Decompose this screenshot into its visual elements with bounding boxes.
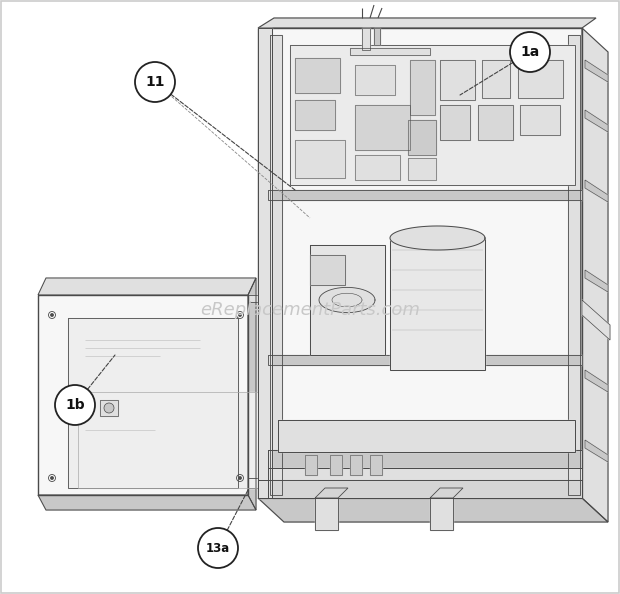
Polygon shape — [290, 45, 575, 185]
Polygon shape — [258, 18, 596, 28]
Circle shape — [239, 314, 241, 316]
Polygon shape — [440, 60, 475, 100]
Polygon shape — [38, 495, 256, 510]
Polygon shape — [585, 180, 608, 202]
Polygon shape — [268, 468, 582, 498]
Polygon shape — [430, 488, 463, 498]
Polygon shape — [248, 295, 270, 302]
Polygon shape — [38, 295, 248, 495]
Text: 13a: 13a — [206, 542, 230, 555]
Polygon shape — [430, 498, 453, 530]
Polygon shape — [100, 400, 118, 416]
Polygon shape — [305, 455, 317, 475]
Polygon shape — [408, 120, 436, 155]
Text: eReplacementParts.com: eReplacementParts.com — [200, 301, 420, 319]
Polygon shape — [355, 105, 410, 150]
Circle shape — [104, 403, 114, 413]
Polygon shape — [258, 28, 272, 498]
Polygon shape — [568, 35, 580, 495]
Polygon shape — [585, 370, 608, 392]
Polygon shape — [362, 28, 370, 50]
Polygon shape — [68, 318, 238, 488]
Polygon shape — [268, 355, 582, 365]
Polygon shape — [478, 105, 513, 140]
Circle shape — [51, 314, 53, 316]
Polygon shape — [482, 60, 510, 98]
Circle shape — [239, 477, 241, 479]
Polygon shape — [585, 440, 608, 462]
Polygon shape — [278, 420, 575, 452]
Circle shape — [51, 477, 53, 479]
Polygon shape — [258, 28, 582, 498]
Circle shape — [55, 385, 95, 425]
Polygon shape — [355, 155, 400, 180]
Polygon shape — [355, 65, 395, 95]
Circle shape — [198, 528, 238, 568]
Polygon shape — [78, 392, 258, 488]
Polygon shape — [370, 455, 382, 475]
Polygon shape — [440, 105, 470, 140]
Polygon shape — [390, 238, 485, 370]
Polygon shape — [295, 140, 345, 178]
Polygon shape — [315, 498, 338, 530]
Polygon shape — [310, 255, 345, 285]
Polygon shape — [258, 480, 582, 498]
Polygon shape — [585, 110, 608, 132]
Text: 11: 11 — [145, 75, 165, 89]
Polygon shape — [268, 450, 582, 468]
Polygon shape — [248, 478, 270, 488]
Polygon shape — [295, 58, 340, 93]
Text: 1a: 1a — [520, 45, 539, 59]
Polygon shape — [295, 100, 335, 130]
Polygon shape — [582, 300, 610, 340]
Polygon shape — [270, 35, 282, 495]
Polygon shape — [408, 158, 436, 180]
Polygon shape — [374, 28, 380, 45]
Polygon shape — [350, 455, 362, 475]
Polygon shape — [518, 60, 563, 98]
Circle shape — [135, 62, 175, 102]
Polygon shape — [38, 278, 256, 295]
Circle shape — [510, 32, 550, 72]
Polygon shape — [585, 270, 608, 292]
Polygon shape — [268, 190, 582, 200]
Polygon shape — [330, 455, 342, 475]
Polygon shape — [248, 278, 256, 510]
Polygon shape — [315, 488, 348, 498]
Polygon shape — [310, 245, 385, 355]
Polygon shape — [258, 498, 608, 522]
Polygon shape — [582, 28, 608, 522]
Text: 1b: 1b — [65, 398, 85, 412]
Polygon shape — [585, 60, 608, 82]
Polygon shape — [350, 48, 430, 55]
Polygon shape — [319, 287, 375, 312]
Polygon shape — [410, 60, 435, 115]
Polygon shape — [390, 226, 485, 250]
Polygon shape — [520, 105, 560, 135]
